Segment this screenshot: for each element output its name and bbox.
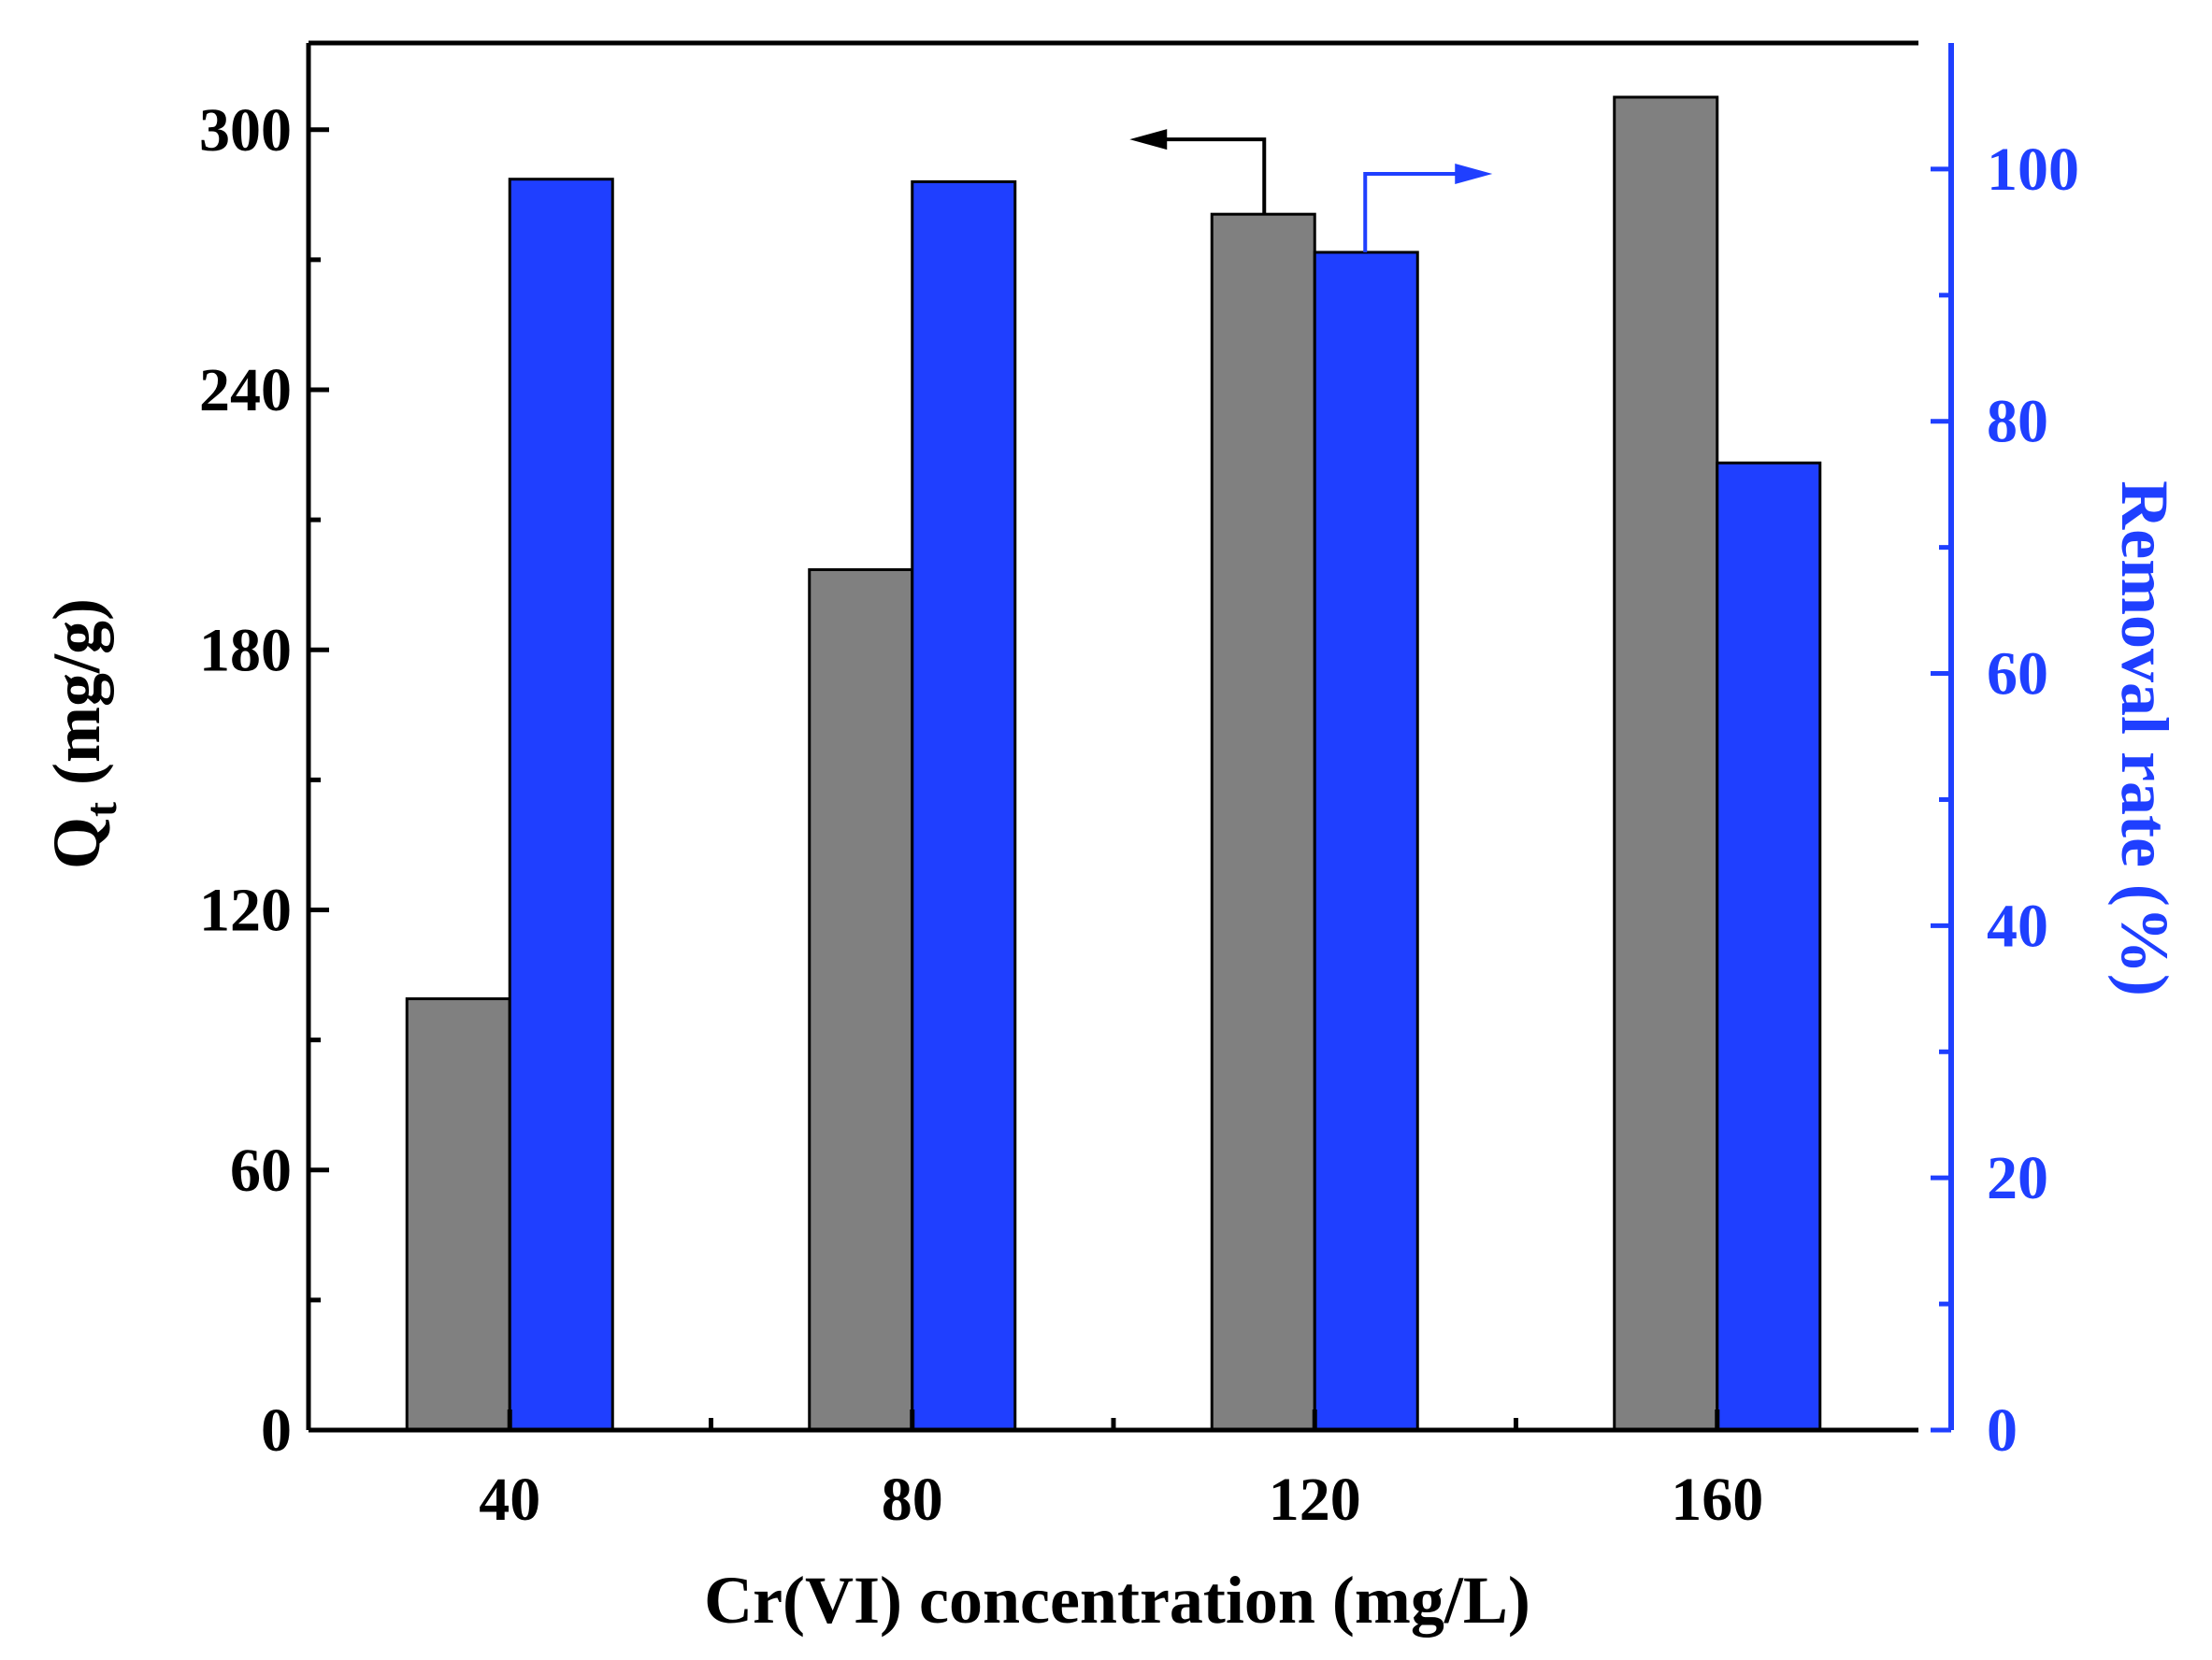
arrow-qt-head — [1129, 129, 1168, 150]
y-tick-label-240: 240 — [199, 356, 292, 424]
y2-axis-title: Removal rate (%) — [2107, 480, 2182, 996]
bar-removal-160 — [1716, 461, 1822, 1432]
y-tick-label-60: 60 — [230, 1137, 292, 1205]
x-tick-label-40: 40 — [479, 1466, 540, 1534]
arrow-removal-right-axis — [1363, 171, 1458, 252]
y-axis-title-units: (mg/g) — [39, 598, 114, 802]
x-tick-label-120: 120 — [1269, 1466, 1361, 1534]
bar-removal-120 — [1313, 250, 1419, 1432]
y-axis-title: Qt (mg/g) — [39, 598, 126, 869]
y2-tick-label-20: 20 — [1987, 1144, 2048, 1212]
y-tick-label-180: 180 — [199, 616, 292, 684]
y-tick-label-120: 120 — [199, 877, 292, 945]
y2-tick-label-0: 0 — [1987, 1396, 2018, 1465]
arrow-qt-left-axis — [1165, 137, 1267, 215]
y2-tick-label-80: 80 — [1987, 388, 2048, 456]
annotation-layer — [1129, 129, 1493, 252]
bars-layer — [405, 95, 1822, 1432]
ticks-layer: 0 60 120 180 240 300 0 20 40 60 80 100 40 80 120 160 — [199, 96, 2079, 1534]
axes-layer — [306, 40, 1954, 1433]
y2-tick-label-60: 60 — [1987, 640, 2048, 708]
y-tick-label-300: 300 — [199, 96, 292, 165]
bar-removal-80 — [911, 179, 1017, 1432]
y-tick-label-0: 0 — [261, 1396, 292, 1465]
x-tick-label-160: 160 — [1671, 1466, 1763, 1534]
bar-removal-40 — [508, 178, 614, 1432]
bar-qt-40 — [405, 997, 511, 1432]
y2-tick-label-40: 40 — [1987, 892, 2048, 960]
y-axis-title-main: Q — [39, 817, 114, 869]
y-axis-title-subscript: t — [77, 802, 126, 817]
x-tick-label-80: 80 — [882, 1466, 943, 1534]
y2-tick-label-100: 100 — [1987, 136, 2079, 204]
arrow-removal-head — [1455, 163, 1493, 184]
bar-qt-160 — [1613, 95, 1719, 1432]
x-axis-title: Cr(VI) concentration (mg/L) — [704, 1563, 1530, 1638]
bar-qt-120 — [1210, 212, 1316, 1432]
bar-qt-80 — [808, 567, 914, 1432]
